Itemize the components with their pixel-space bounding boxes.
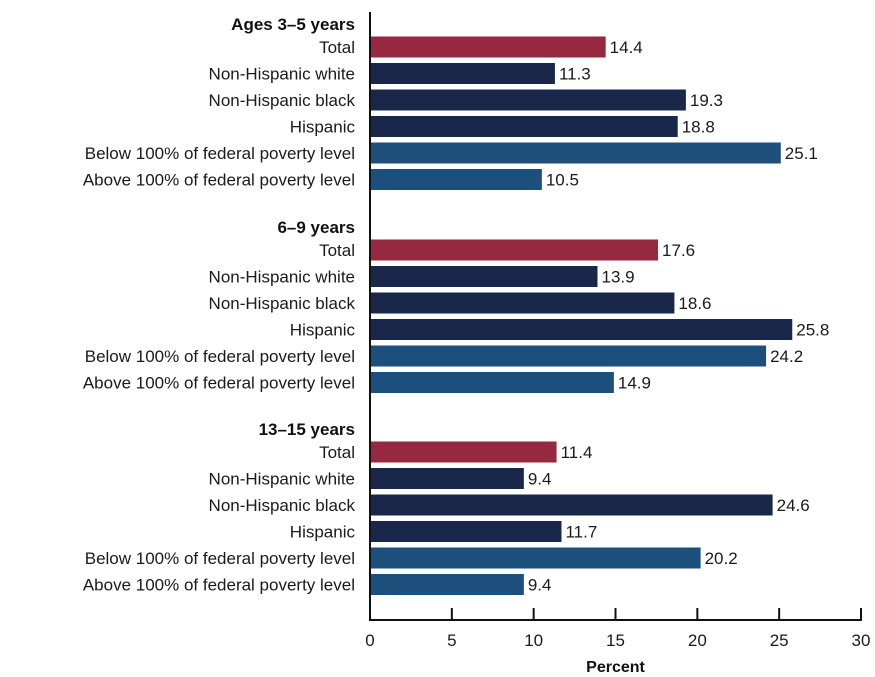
value-label: 25.8	[796, 321, 829, 340]
bar	[370, 441, 557, 463]
group-title: 13–15 years	[259, 420, 355, 439]
category-label: Non-Hispanic white	[209, 65, 355, 84]
bar	[370, 574, 524, 595]
bar	[370, 63, 555, 84]
bar	[370, 345, 767, 367]
category-label: Total	[319, 443, 355, 462]
bar	[370, 494, 773, 516]
category-label: Below 100% of federal poverty level	[85, 144, 355, 163]
category-label: Hispanic	[290, 118, 356, 137]
bar	[370, 266, 598, 287]
value-label: 18.8	[682, 118, 715, 137]
category-label: Above 100% of federal poverty level	[83, 576, 355, 595]
value-label: 11.7	[565, 523, 597, 542]
bar	[370, 547, 701, 569]
value-label: 24.2	[770, 347, 803, 366]
bar	[370, 372, 614, 393]
x-tick-label: 20	[688, 631, 707, 650]
chart-groups: Ages 3–5 years Total 14.4 Non-Hispanic whit…	[83, 15, 829, 595]
value-label: 13.9	[601, 268, 634, 287]
bar	[370, 319, 793, 340]
bar	[370, 468, 524, 489]
bar	[370, 292, 675, 314]
value-label: 9.4	[528, 470, 552, 489]
bar	[370, 521, 562, 542]
bar	[370, 89, 686, 111]
category-label: Non-Hispanic white	[209, 268, 355, 287]
x-tick-label: 30	[852, 631, 871, 650]
bar	[370, 36, 606, 58]
category-label: Non-Hispanic black	[209, 91, 356, 110]
value-label: 14.9	[618, 374, 651, 393]
value-label: 11.4	[561, 443, 593, 462]
value-label: 20.2	[705, 549, 738, 568]
bar	[370, 169, 542, 190]
category-label: Non-Hispanic white	[209, 470, 355, 489]
bar-group: 6–9 years Total 17.6 Non-Hispanic white 13.9…	[83, 218, 829, 393]
bar	[370, 142, 781, 164]
value-label: 10.5	[546, 171, 579, 190]
value-label: 25.1	[785, 144, 818, 163]
value-label: 14.4	[610, 38, 643, 57]
x-tick-label: 25	[770, 631, 789, 650]
category-label: Above 100% of federal poverty level	[83, 374, 355, 393]
value-label: 19.3	[690, 91, 723, 110]
x-axis: 0 5 10 15 20 25 30	[365, 12, 870, 650]
bar-group: 13–15 years Total 11.4 Non-Hispanic white 9.…	[83, 420, 810, 595]
x-tick-label: 10	[524, 631, 543, 650]
x-tick-label: 15	[606, 631, 625, 650]
x-tick-label: 0	[365, 631, 374, 650]
category-label: Hispanic	[290, 321, 356, 340]
category-label: Above 100% of federal poverty level	[83, 171, 355, 190]
category-label: Non-Hispanic black	[209, 294, 356, 313]
value-label: 9.4	[528, 576, 552, 595]
value-label: 11.3	[559, 65, 591, 84]
value-label: 18.6	[678, 294, 711, 313]
bar	[370, 239, 659, 261]
category-label: Non-Hispanic black	[209, 496, 356, 515]
category-label: Total	[319, 38, 355, 57]
group-title: Ages 3–5 years	[231, 15, 355, 34]
category-label: Hispanic	[290, 523, 356, 542]
x-axis-label: Percent	[586, 659, 645, 676]
bar	[370, 116, 678, 137]
category-label: Below 100% of federal poverty level	[85, 549, 355, 568]
category-label: Below 100% of federal poverty level	[85, 347, 355, 366]
bar-group: Ages 3–5 years Total 14.4 Non-Hispanic whit…	[83, 15, 818, 190]
category-label: Total	[319, 241, 355, 260]
value-label: 17.6	[662, 241, 695, 260]
x-tick-label: 5	[447, 631, 456, 650]
value-label: 24.6	[777, 496, 810, 515]
group-title: 6–9 years	[277, 218, 355, 237]
